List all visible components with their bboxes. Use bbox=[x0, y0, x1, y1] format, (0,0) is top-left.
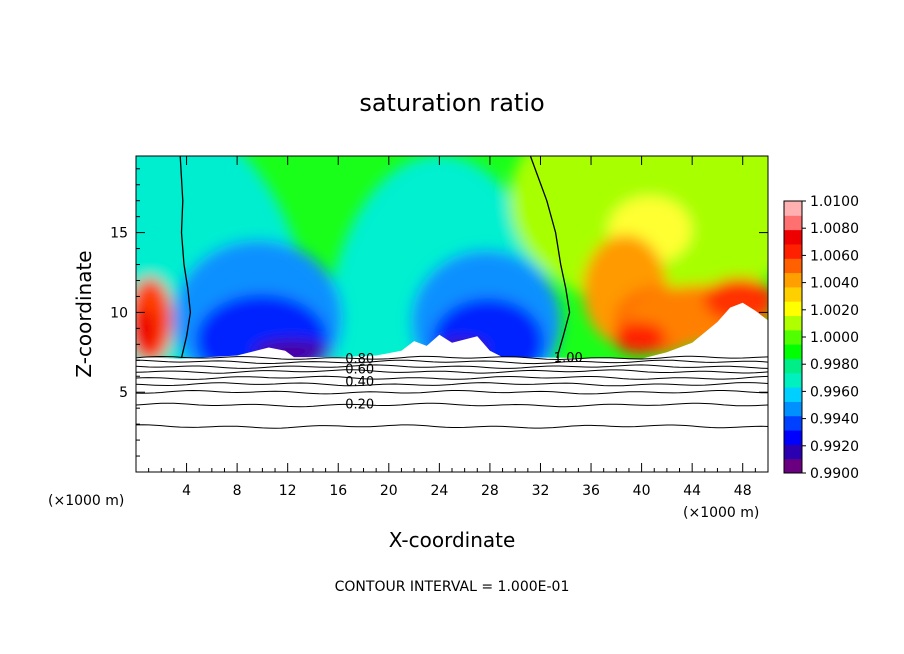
colorbar-segment-18 bbox=[784, 201, 802, 216]
x-tick-label-2: 12 bbox=[279, 483, 297, 499]
colorbar-segment-3 bbox=[784, 415, 802, 431]
colorbar-segment-9 bbox=[784, 329, 802, 345]
colorbar-segment-17 bbox=[784, 215, 802, 231]
colorbar-segment-11 bbox=[784, 301, 802, 317]
colorbar-label-8: 0.9940 bbox=[810, 412, 859, 428]
unsaturated-region bbox=[136, 302, 768, 472]
colorbar-segment-1 bbox=[784, 444, 802, 460]
contour-line-5 bbox=[136, 382, 768, 387]
colorbar: 1.0100 1.0080 1.0060 1.0040 1.0020 1.0000 0.99… bbox=[783, 194, 859, 482]
x-tick-label-7: 32 bbox=[532, 483, 550, 499]
colorbar-segment-13 bbox=[784, 272, 802, 288]
colorbar-segment-16 bbox=[784, 229, 802, 245]
colorbar-label-9: 0.9920 bbox=[810, 439, 859, 455]
contour-label-0: 0.80 bbox=[345, 352, 374, 367]
field-blob-14 bbox=[614, 322, 666, 354]
contour-lines: 0.800.600.40 0.20 1.00 bbox=[136, 156, 768, 472]
x-tick-label-6: 28 bbox=[481, 483, 499, 499]
y-tick-label-2: 15 bbox=[110, 226, 128, 242]
x-tick-label-3: 16 bbox=[329, 483, 347, 499]
contour-1-boundary-left bbox=[179, 156, 192, 359]
x-tick-label-9: 40 bbox=[633, 483, 651, 499]
colorbar-label-4: 1.0020 bbox=[810, 303, 859, 319]
colorbar-segment-12 bbox=[784, 286, 802, 302]
contour-line-3 bbox=[136, 369, 768, 374]
contour-line-2 bbox=[136, 364, 768, 369]
contour-label-4: 1.00 bbox=[554, 351, 583, 366]
contour-interval-note: CONTOUR INTERVAL = 1.000E-01 bbox=[335, 579, 570, 595]
colorbar-segment-6 bbox=[784, 372, 802, 388]
chart-title: saturation ratio bbox=[359, 89, 544, 117]
colorbar-segment-15 bbox=[784, 243, 802, 259]
colorbar-segment-5 bbox=[784, 387, 802, 402]
colorbar-label-0: 1.0100 bbox=[810, 194, 859, 210]
y-axis-label: Z-coordinate bbox=[72, 250, 96, 377]
plot-area: 0.800.600.40 0.20 1.00 bbox=[136, 156, 768, 472]
colorbar-label-10: 0.9900 bbox=[810, 466, 859, 482]
colorbar-label-1: 1.0080 bbox=[810, 221, 859, 237]
contour-line-8 bbox=[136, 424, 768, 429]
y-tick-label-0: 5 bbox=[119, 385, 128, 401]
colorbar-segment-0 bbox=[784, 458, 802, 474]
x-tick-label-5: 24 bbox=[430, 483, 448, 499]
contour-line-6 bbox=[136, 389, 768, 395]
x-axis: 4 8 12 16 20 24 28 32 36 40 44 48 bbox=[148, 156, 756, 499]
colorbar-segment-8 bbox=[784, 344, 802, 359]
y-axis: 5 10 15 bbox=[110, 168, 768, 457]
x-tick-label-0: 4 bbox=[182, 483, 191, 499]
x-tick-label-8: 36 bbox=[582, 483, 600, 499]
contour-line-4 bbox=[136, 375, 768, 380]
contour-label-2: 0.40 bbox=[345, 375, 374, 390]
x-unit-label-left: (×1000 m) bbox=[48, 493, 124, 509]
colorbar-label-3: 1.0040 bbox=[810, 276, 859, 292]
colorbar-segment-10 bbox=[784, 315, 802, 331]
colorbar-segment-7 bbox=[784, 358, 802, 374]
contour-line-1 bbox=[136, 359, 768, 365]
contour-label-3: 0.20 bbox=[345, 397, 374, 412]
x-unit-label-right: (×1000 m) bbox=[683, 505, 759, 521]
field-blob-16 bbox=[136, 308, 157, 352]
colorbar-label-5: 1.0000 bbox=[810, 330, 859, 346]
contour-label-1: 0.60 bbox=[345, 362, 374, 377]
contour-1-boundary-right bbox=[529, 156, 571, 359]
x-tick-label-4: 20 bbox=[380, 483, 398, 499]
x-tick-label-10: 44 bbox=[683, 483, 701, 499]
x-tick-label-1: 8 bbox=[233, 483, 242, 499]
colorbar-segment-2 bbox=[784, 430, 802, 445]
colorbar-label-2: 1.0060 bbox=[810, 248, 859, 264]
colorbar-segment-4 bbox=[784, 401, 802, 417]
y-tick-label-1: 10 bbox=[110, 305, 128, 321]
colorbar-label-6: 0.9980 bbox=[810, 357, 859, 373]
contour-line-0 bbox=[136, 355, 768, 361]
colorbar-segment-14 bbox=[784, 258, 802, 274]
x-tick-label-11: 48 bbox=[734, 483, 752, 499]
contour-line-7 bbox=[136, 402, 768, 408]
colorbar-label-7: 0.9960 bbox=[810, 384, 859, 400]
x-axis-label: X-coordinate bbox=[389, 528, 516, 552]
